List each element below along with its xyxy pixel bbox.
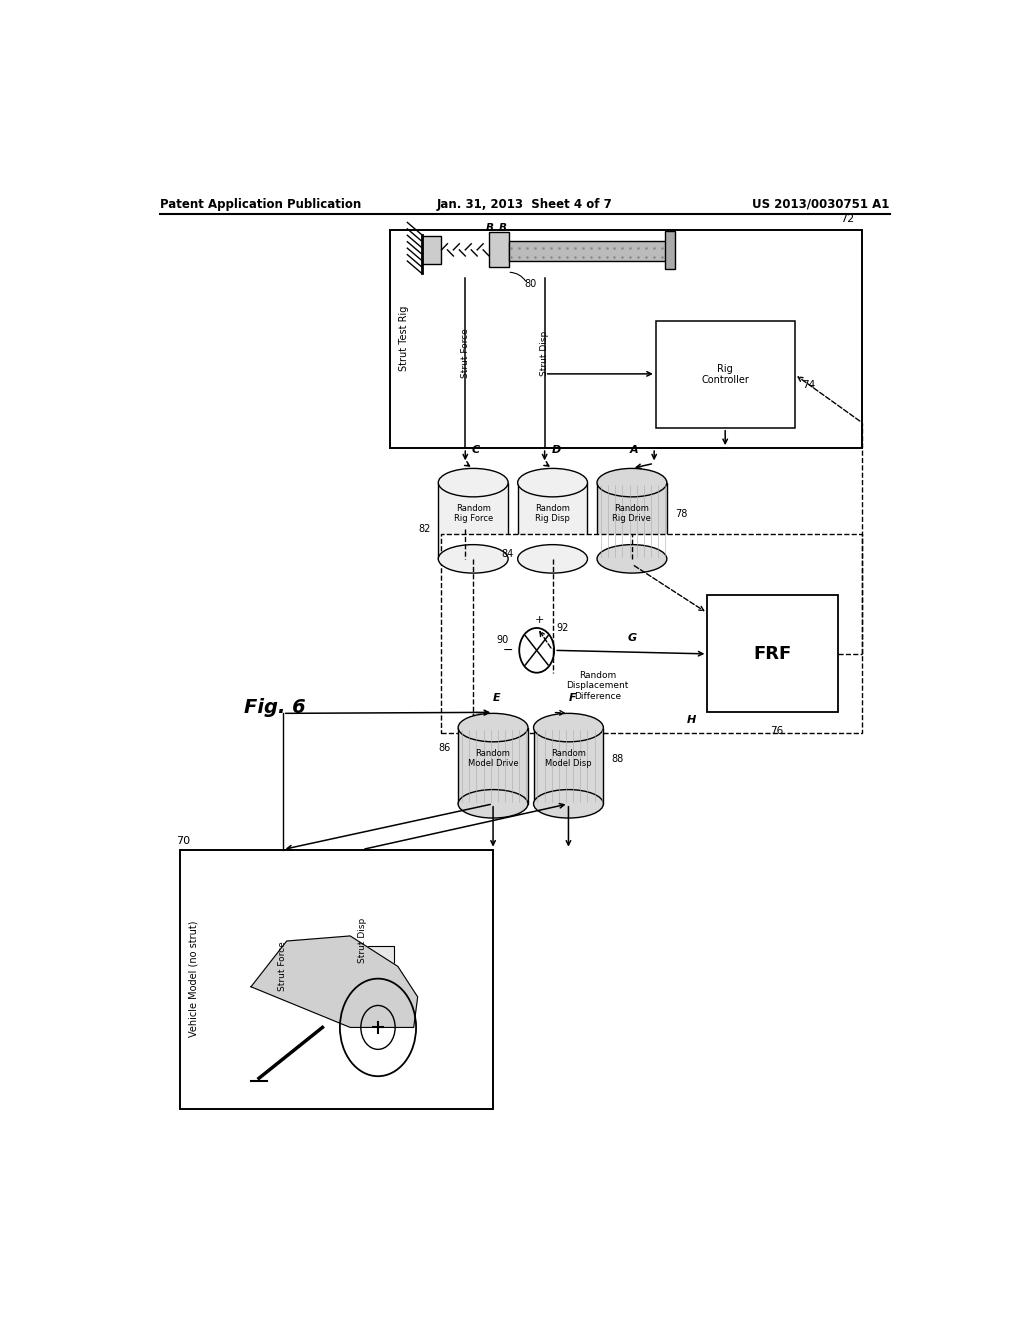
Text: 74: 74 [803,380,816,389]
Ellipse shape [518,545,588,573]
Text: F: F [568,693,577,704]
FancyBboxPatch shape [422,236,441,264]
Text: Fig. 6: Fig. 6 [244,698,306,717]
Text: Random
Rig Disp: Random Rig Disp [536,504,570,523]
Text: Random
Model Disp: Random Model Disp [545,748,592,768]
FancyBboxPatch shape [390,230,862,447]
Text: 80: 80 [524,280,537,289]
FancyBboxPatch shape [518,483,588,558]
FancyBboxPatch shape [489,231,509,267]
Text: Jan. 31, 2013  Sheet 4 of 7: Jan. 31, 2013 Sheet 4 of 7 [437,198,612,211]
Text: Random
Model Drive: Random Model Drive [468,748,518,768]
FancyBboxPatch shape [708,595,839,713]
Text: C: C [471,445,479,455]
FancyBboxPatch shape [441,535,862,733]
Text: B: B [486,223,494,232]
Text: 78: 78 [675,508,687,519]
Text: Random
Rig Drive: Random Rig Drive [612,504,651,523]
Text: 90: 90 [497,635,509,645]
Text: 72: 72 [840,214,854,224]
Text: 88: 88 [611,754,624,763]
Text: E: E [494,693,501,704]
Text: 82: 82 [418,524,430,533]
FancyBboxPatch shape [342,946,394,977]
Text: Strut Force: Strut Force [461,329,470,379]
Text: Random
Displacement
Difference: Random Displacement Difference [566,671,629,701]
Text: FRF: FRF [754,645,792,663]
Text: US 2013/0030751 A1: US 2013/0030751 A1 [753,198,890,211]
Ellipse shape [438,545,508,573]
Text: Rig
Controller: Rig Controller [701,363,750,385]
Ellipse shape [597,469,667,496]
Text: Patent Application Publication: Patent Application Publication [160,198,361,211]
Ellipse shape [458,713,528,742]
Text: Strut Disp: Strut Disp [540,331,549,376]
Text: 84: 84 [502,549,514,558]
Text: Random
Rig Force: Random Rig Force [454,504,493,523]
Text: Strut Test Rig: Strut Test Rig [399,306,410,371]
Ellipse shape [597,545,667,573]
FancyBboxPatch shape [509,240,668,261]
Ellipse shape [534,713,603,742]
Text: Vehicle Model (no strut): Vehicle Model (no strut) [188,921,199,1038]
Text: D: D [552,445,561,455]
Text: Strut Disp: Strut Disp [357,917,367,962]
Text: −: − [503,644,513,657]
Ellipse shape [458,789,528,818]
Text: 92: 92 [557,623,569,634]
Polygon shape [251,936,418,1027]
Text: B: B [499,223,507,232]
FancyBboxPatch shape [179,850,494,1109]
Text: 86: 86 [438,743,451,754]
Ellipse shape [534,789,603,818]
FancyBboxPatch shape [655,321,795,428]
FancyBboxPatch shape [666,231,675,269]
Text: A: A [630,445,639,455]
Text: Strut Force: Strut Force [279,941,288,991]
FancyBboxPatch shape [597,483,667,558]
Ellipse shape [518,469,588,496]
Text: 70: 70 [176,837,189,846]
Text: H: H [687,715,696,726]
FancyBboxPatch shape [458,727,528,804]
Text: 76: 76 [770,726,783,735]
Text: G: G [628,634,637,643]
FancyBboxPatch shape [438,483,508,558]
Text: +: + [535,615,544,624]
Ellipse shape [438,469,508,496]
FancyBboxPatch shape [534,727,603,804]
